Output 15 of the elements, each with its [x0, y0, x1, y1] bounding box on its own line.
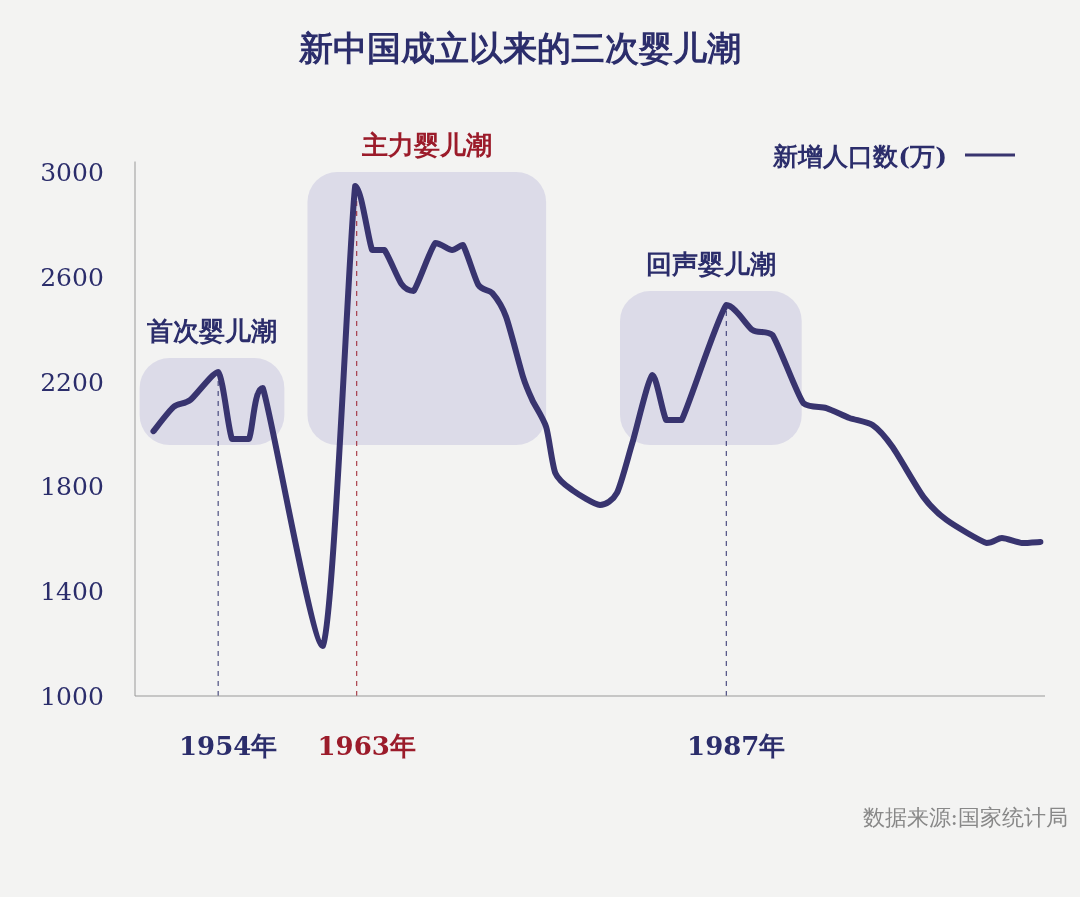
y-tick-label: 2600	[40, 262, 104, 292]
ref-line-label: 1963年	[317, 731, 416, 761]
band-label: 主力婴儿潮	[360, 129, 492, 160]
ref-line-label: 1954年	[178, 731, 278, 761]
annotation: 数据来源:国家统计局	[862, 805, 1068, 830]
band-label: 首次婴儿潮	[145, 315, 277, 346]
y-tick-label: 1400	[40, 577, 104, 607]
title: 新中国成立以来的三次婴儿潮	[299, 28, 741, 68]
y-tick-label: 1000	[40, 682, 104, 711]
y-tick-label: 3000	[40, 158, 104, 187]
y-tick-label: 2200	[40, 367, 104, 397]
ref-line-label: 1987年	[687, 731, 786, 761]
band-label: 回声婴儿潮	[645, 249, 776, 280]
legend-label: 新增人口数(万)	[772, 142, 947, 171]
y-tick-label: 1800	[40, 472, 104, 502]
